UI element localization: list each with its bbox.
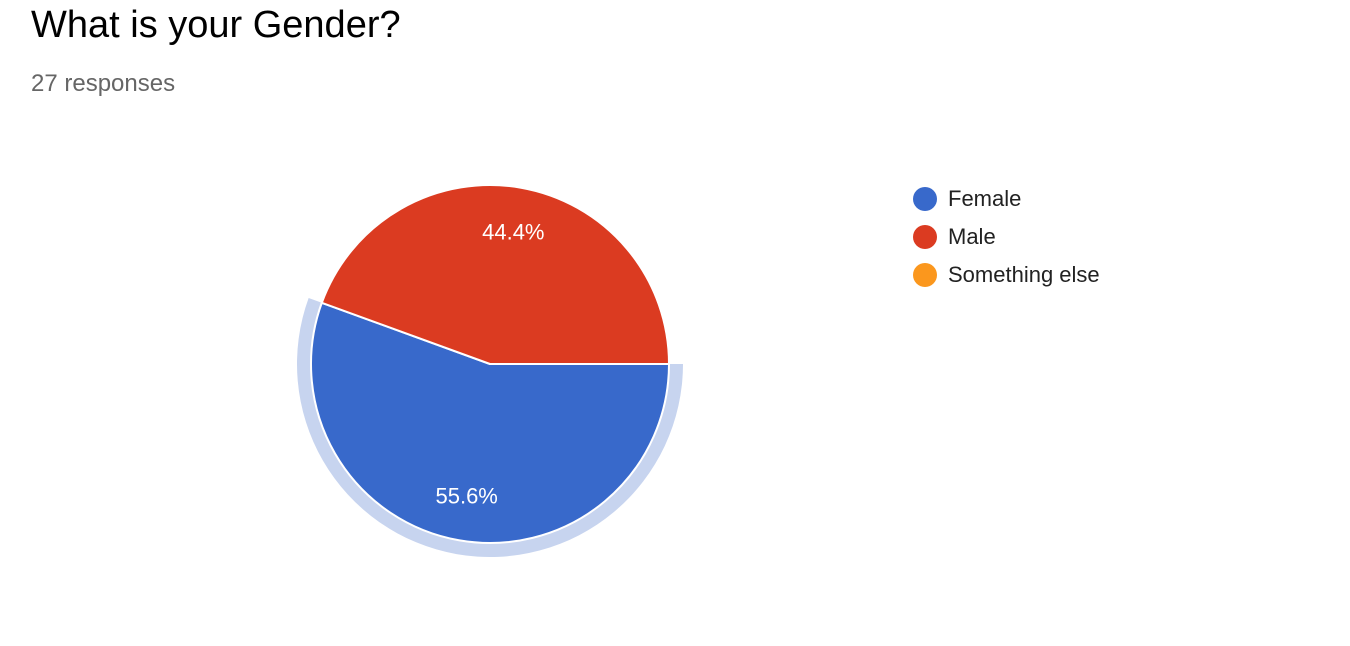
legend-swatch-male <box>913 225 937 249</box>
legend-swatch-something-else <box>913 263 937 287</box>
legend-label-male: Male <box>948 224 996 249</box>
chart-title: What is your Gender? <box>31 4 401 46</box>
legend-label-something-else: Something else <box>948 262 1100 287</box>
pie-label-female: 55.6% <box>435 484 497 509</box>
responses-count: 27 responses <box>31 70 176 97</box>
pie-slice-male[interactable] <box>320 184 670 365</box>
chart-legend: Female Male Something else <box>913 180 1100 294</box>
pie-slice-female[interactable] <box>310 301 670 544</box>
legend-label-female: Female <box>948 186 1022 211</box>
pie-label-male: 44.4% <box>482 219 544 244</box>
legend-item-female[interactable]: Female <box>913 180 1100 218</box>
legend-item-male[interactable]: Male <box>913 218 1100 256</box>
legend-item-something-else[interactable]: Something else <box>913 256 1100 294</box>
legend-swatch-female <box>913 187 937 211</box>
